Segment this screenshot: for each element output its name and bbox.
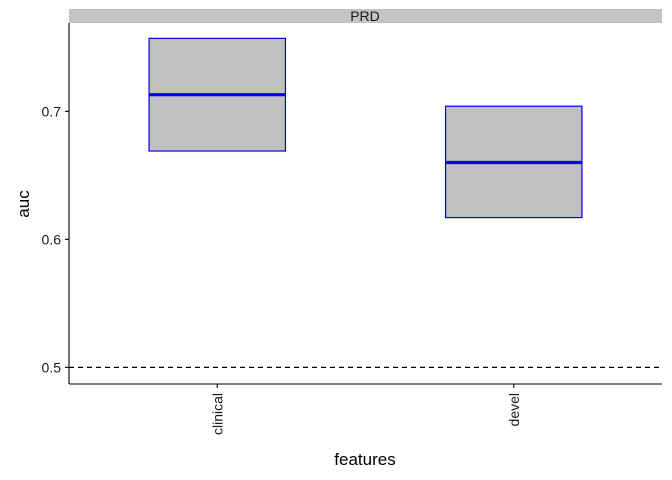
y-tick-label: 0.6 <box>42 231 62 247</box>
y-tick-label: 0.7 <box>42 103 62 119</box>
y-axis-title: auc <box>14 190 33 218</box>
x-tick-label-clinical: clinical <box>209 393 225 435</box>
x-tick-label-devel: devel <box>506 393 522 426</box>
x-axis-title: features <box>334 450 395 469</box>
facet-label: PRD <box>350 8 380 24</box>
y-tick-label: 0.5 <box>42 359 62 375</box>
facet-strip <box>69 9 662 23</box>
